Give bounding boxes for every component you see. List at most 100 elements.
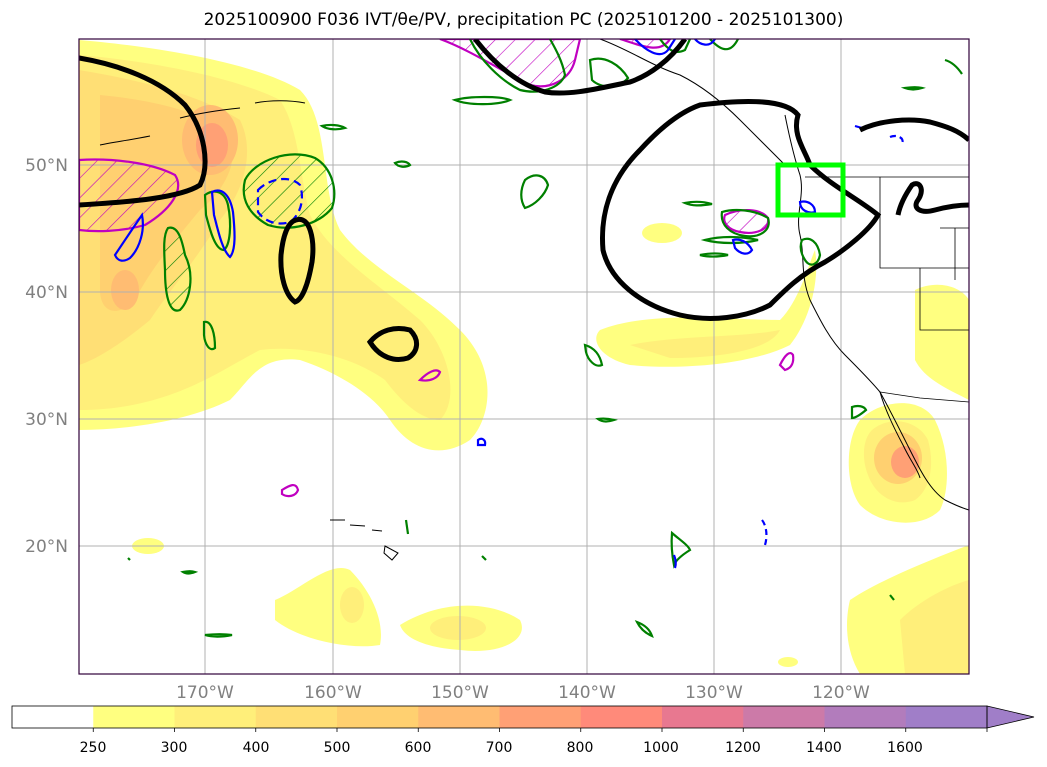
colorbar-segment xyxy=(499,706,582,728)
lon-label: 120°W xyxy=(812,683,870,703)
theta-e-mid-c xyxy=(595,417,618,423)
colorbar-segment xyxy=(580,706,663,728)
highlight-box xyxy=(775,162,846,218)
theta-e-mid-b xyxy=(583,343,604,367)
colorbar-segment xyxy=(174,706,257,728)
theta-e-west-a xyxy=(203,190,232,252)
lon-label: 170°W xyxy=(176,683,234,703)
colorbar-segment xyxy=(824,706,907,728)
coastline-baja xyxy=(879,391,921,479)
theta-e-east-c xyxy=(681,200,713,207)
ivt-contour-east-hook xyxy=(895,181,969,216)
pv-east-b xyxy=(798,200,817,214)
lon-label: 140°W xyxy=(558,683,616,703)
ivt-contour-northeast xyxy=(858,117,969,142)
colorbar-label: 1400 xyxy=(806,740,842,756)
colorbar-label: 800 xyxy=(567,740,594,756)
theta-e-dot-a xyxy=(404,519,410,535)
lat-label: 30°N xyxy=(25,410,68,430)
colorbar-labels: 250 300 400 500 600 700 800 1000 1200 14… xyxy=(80,740,923,756)
theta-e-north-f xyxy=(319,123,348,131)
coastline-aleutians xyxy=(99,100,306,146)
colorbar-label: 1000 xyxy=(643,740,679,756)
ivt-south-blob-b-inner xyxy=(430,616,486,640)
ivt-contours xyxy=(79,39,969,362)
lat-label: 50°N xyxy=(25,156,68,176)
precip-west-hatched xyxy=(79,158,180,233)
colorbar-label: 1200 xyxy=(725,740,761,756)
gridlines xyxy=(79,39,969,674)
colorbar-segment xyxy=(418,706,500,728)
theta-e-north-g xyxy=(393,160,412,168)
pv-east-a xyxy=(731,238,754,255)
political-borders xyxy=(805,176,969,403)
precip-small-a xyxy=(778,351,795,372)
theta-e-dot-c xyxy=(481,555,487,561)
pv-mid-a xyxy=(476,437,487,447)
coastline-north-america xyxy=(784,114,969,511)
theta-e-east-b xyxy=(799,237,822,266)
theta-e-dot-b xyxy=(127,557,131,561)
border-states xyxy=(879,177,969,331)
pv-north-a xyxy=(634,39,676,56)
colorbar-label: 700 xyxy=(486,740,513,756)
ivt-contour-loop-b xyxy=(366,326,419,362)
lat-label: 20°N xyxy=(25,537,68,557)
ivt-contour-north xyxy=(473,39,688,96)
colorbar-segment xyxy=(12,706,94,728)
ivt-contour-east-ring xyxy=(600,99,882,321)
theta-e-east-coast-b xyxy=(850,404,868,420)
lon-label: 130°W xyxy=(685,683,743,703)
lon-label: 160°W xyxy=(304,683,362,703)
ivt-baja-max xyxy=(891,446,919,478)
latitude-labels: 50°N 40°N 30°N 20°N xyxy=(25,156,68,557)
theta-e-east-cluster xyxy=(720,208,770,238)
pv-west-a xyxy=(113,212,144,262)
theta-e-south-b xyxy=(634,619,654,638)
theta-e-west-b xyxy=(202,320,217,351)
coastlines xyxy=(99,39,969,561)
pv-east-d xyxy=(889,134,904,145)
colorbar-segment xyxy=(255,706,338,728)
pv-south-b xyxy=(672,554,677,569)
map-title: 2025100900 F036 IVT/θe/PV, precipitation… xyxy=(203,10,844,30)
theta-e-east-d xyxy=(699,252,729,258)
map-frame xyxy=(78,38,970,675)
ivt-shading xyxy=(79,40,969,674)
pv-contours xyxy=(113,39,904,569)
precip-small-b xyxy=(280,484,300,498)
ivt-south-blob-d xyxy=(778,657,798,667)
precip-contours xyxy=(79,39,795,498)
colorbar-segment xyxy=(905,706,988,728)
colorbar-label: 300 xyxy=(161,740,188,756)
coastline-hawaii xyxy=(330,519,399,561)
colorbar-segment xyxy=(662,706,744,728)
theta-e-south-c xyxy=(204,633,233,638)
precip-small-c xyxy=(417,369,442,382)
ivt-southeast-inner xyxy=(900,580,969,674)
colorbar-label: 250 xyxy=(80,740,107,756)
colorbar-segment xyxy=(743,706,825,728)
theta-e-north-a xyxy=(451,95,513,106)
colorbar-label: 500 xyxy=(324,740,351,756)
colorbar: 250 300 400 500 600 700 800 1000 1200 14… xyxy=(11,705,1035,756)
colorbar-segment xyxy=(93,706,175,728)
ivt-blob-north xyxy=(642,223,682,243)
ivt-contour-west xyxy=(79,55,208,208)
precip-offshore xyxy=(723,209,770,234)
colorbar-label: 1600 xyxy=(887,740,923,756)
theta-e-hatched-west xyxy=(242,153,336,229)
theta-e-south-d xyxy=(180,570,199,575)
theta-e-south-a xyxy=(670,530,692,569)
pv-dashed xyxy=(256,177,304,225)
pv-west-b xyxy=(210,189,236,259)
colorbar-extend-arrow xyxy=(986,705,1035,729)
colorbar-segments xyxy=(12,706,988,732)
theta-e-east-coast-a xyxy=(900,86,926,91)
theta-e-mid-a xyxy=(520,174,550,210)
theta-e-west-elongated xyxy=(163,226,192,312)
colorbar-outline xyxy=(11,705,988,729)
colorbar-label: 600 xyxy=(405,740,432,756)
ivt-contour-loop-a xyxy=(278,216,316,305)
